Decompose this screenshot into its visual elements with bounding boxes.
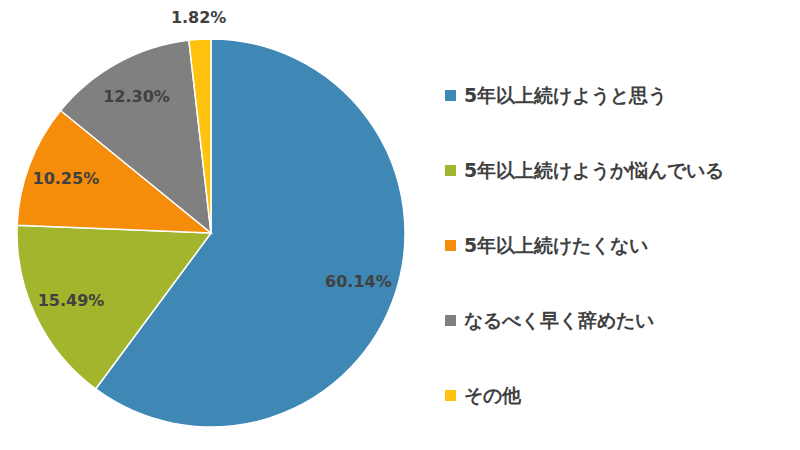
- html-text:5年以上続けようと思う: 5年以上続けようと思う: [464, 83, 668, 106]
- svg-text:15.49%: 15.49%: [38, 291, 105, 310]
- svg-text:10.25%: 10.25%: [33, 169, 100, 188]
- html-text:5年以上続けようか悩んでいる: 5年以上続けようか悩んでいる: [464, 158, 725, 181]
- svg-text:60.14%: 60.14%: [325, 272, 392, 291]
- html-text:5年以上続けたくない: 5年以上続けたくない: [464, 233, 649, 256]
- svg-text:1.82%: 1.82%: [171, 8, 227, 27]
- html-text:その他: その他: [464, 383, 521, 406]
- html-text:なるべく早く辞めたい: なるべく早く辞めたい: [464, 308, 654, 331]
- svg-text:12.30%: 12.30%: [103, 87, 170, 106]
